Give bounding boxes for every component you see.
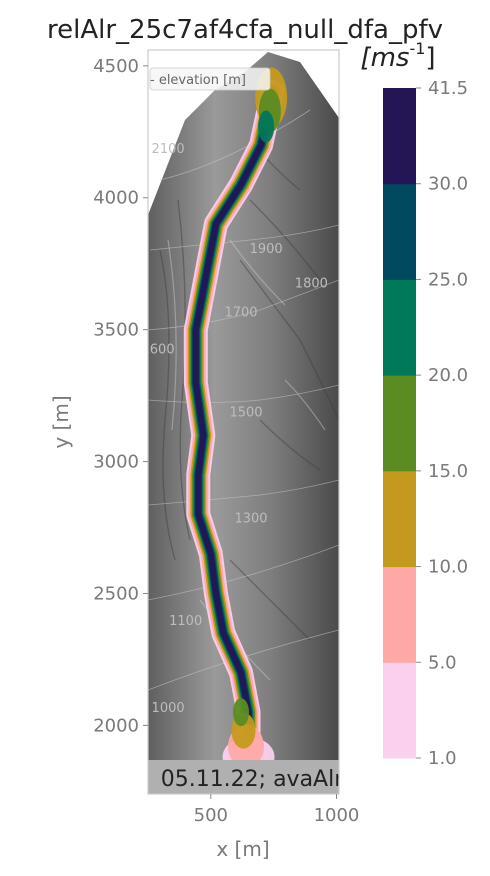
y-tick-label: 4000 — [93, 188, 139, 209]
chart-title: relAlr_25c7af4cfa_null_dfa_pfv — [47, 15, 443, 45]
colorbar-tick-label: 1.0 — [428, 748, 457, 769]
contour-label: 2300 — [219, 36, 252, 51]
elevation-legend-label: - elevation [m] — [150, 73, 246, 88]
x-tick-label: 1000 — [314, 805, 360, 826]
contour-labels: 2300 2100 1900 1800 1700 1600 1500 1300 1100 1000 — [142, 36, 328, 716]
terrain-hillshade — [148, 52, 339, 760]
velocity-band-6 — [192, 89, 276, 755]
colorbar-segment — [383, 470, 416, 568]
contour-label: 2100 — [152, 142, 185, 157]
y-tick-label: 2500 — [93, 583, 139, 604]
contour-label: 1000 — [152, 701, 185, 716]
contour-label: 1300 — [234, 511, 267, 526]
y-axis: 2000 2500 3000 3500 4000 4500 — [93, 56, 148, 736]
colorbar-unit-label: [ms-1] — [360, 39, 435, 73]
elevation-legend: - elevation [m] — [149, 67, 271, 91]
colorbar-tick-label: 5.0 — [428, 652, 457, 673]
contour-label: 1500 — [229, 406, 262, 421]
colorbar-tick-label: 20.0 — [428, 365, 468, 386]
colorbar-tick-label: 30.0 — [428, 174, 468, 195]
y-tick-label: 4500 — [93, 56, 139, 77]
colorbar-unit-text: [ms — [360, 43, 409, 73]
x-axis-label: x [m] — [216, 837, 269, 861]
colorbar-segment — [383, 88, 416, 185]
y-tick-label: 3000 — [93, 452, 139, 473]
colorbar-tick-label: 15.0 — [428, 461, 468, 482]
colorbar-segment — [383, 566, 416, 663]
colorbar-segment — [383, 662, 416, 759]
y-axis-label: y [m] — [49, 395, 73, 448]
footer-band — [148, 760, 339, 794]
plot-border — [147, 49, 340, 795]
colorbar-unit-close: ] — [425, 43, 435, 73]
x-tick-label: 500 — [194, 805, 228, 826]
colorbar-segment — [383, 183, 416, 280]
y-tick-label: 2000 — [93, 715, 139, 736]
deposition-zone — [258, 110, 275, 143]
contour-label: 1900 — [250, 242, 283, 257]
footer-text: 05.11.22; avaAlr — [161, 767, 345, 792]
colorbar-segment — [383, 279, 416, 376]
contour-label: 1700 — [224, 305, 257, 320]
terrain-texture — [159, 139, 339, 641]
terrain-highlights — [167, 239, 326, 681]
deposition-zone — [232, 698, 249, 727]
colorbar: [ms-1] 1.0 5.0 10.0 15.0 20.0 25.0 30.0 41.5 — [360, 39, 468, 769]
contour-label: 1800 — [295, 276, 328, 291]
plot-area: 2300 2100 1900 1800 1700 1600 1500 1300 1100 1000… — [142, 36, 345, 794]
x-axis: 500 1000 — [194, 794, 360, 826]
colorbar-tick-label: 10.0 — [428, 557, 468, 578]
colorbar-tick-label: 25.0 — [428, 269, 468, 290]
y-tick-label: 3500 — [93, 320, 139, 341]
colorbar-unit-superscript: -1 — [409, 39, 425, 58]
flow-velocity-field — [183, 67, 288, 778]
colorbar-segment — [383, 375, 416, 472]
contour-label: 1600 — [142, 342, 175, 357]
contour-lines — [148, 109, 339, 691]
colorbar-tick-label: 41.5 — [428, 78, 468, 99]
contour-label: 1100 — [169, 614, 202, 629]
